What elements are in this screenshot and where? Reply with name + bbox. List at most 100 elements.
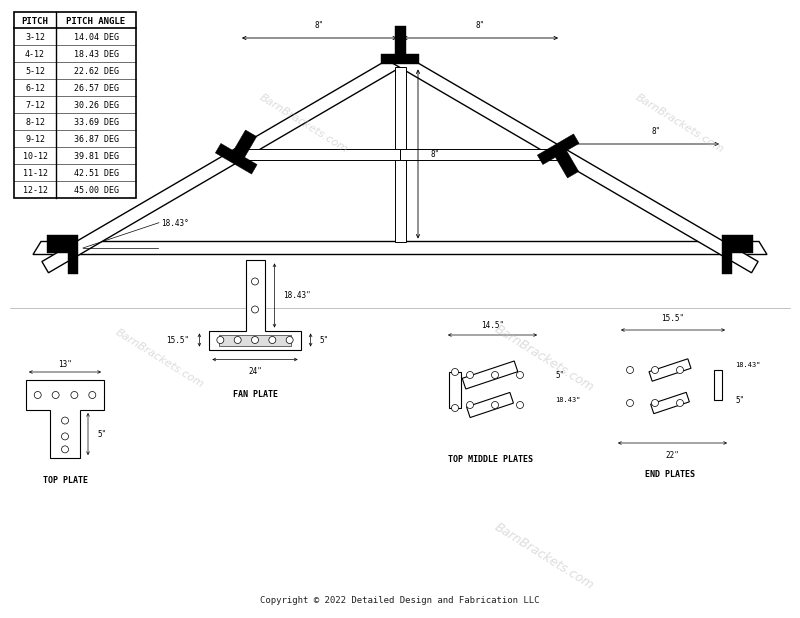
Polygon shape bbox=[400, 148, 561, 159]
Text: 8-12: 8-12 bbox=[25, 118, 45, 127]
Polygon shape bbox=[538, 134, 579, 178]
Circle shape bbox=[234, 336, 241, 344]
Circle shape bbox=[34, 391, 42, 399]
Circle shape bbox=[491, 371, 498, 378]
Text: 13": 13" bbox=[58, 360, 72, 368]
Circle shape bbox=[269, 336, 276, 344]
Text: 26.57 DEG: 26.57 DEG bbox=[74, 84, 118, 93]
Text: BarnBrackets.com: BarnBrackets.com bbox=[492, 323, 596, 394]
Text: 39.81 DEG: 39.81 DEG bbox=[74, 152, 118, 161]
Text: 18.43": 18.43" bbox=[282, 291, 310, 300]
Text: 8": 8" bbox=[315, 21, 324, 30]
Text: 4-12: 4-12 bbox=[25, 50, 45, 59]
Circle shape bbox=[251, 306, 258, 313]
Circle shape bbox=[217, 336, 224, 344]
Text: 30.26 DEG: 30.26 DEG bbox=[74, 101, 118, 110]
Circle shape bbox=[626, 399, 634, 407]
Circle shape bbox=[286, 336, 293, 344]
Text: 8": 8" bbox=[430, 150, 439, 158]
Circle shape bbox=[62, 446, 69, 453]
Text: 8": 8" bbox=[652, 127, 661, 136]
Circle shape bbox=[251, 278, 258, 285]
Text: 42.51 DEG: 42.51 DEG bbox=[74, 169, 118, 178]
Text: 36.87 DEG: 36.87 DEG bbox=[74, 135, 118, 144]
Polygon shape bbox=[215, 130, 257, 174]
Circle shape bbox=[677, 366, 683, 373]
Text: PITCH: PITCH bbox=[22, 17, 49, 25]
Circle shape bbox=[251, 336, 258, 344]
Polygon shape bbox=[42, 52, 407, 273]
Text: 8": 8" bbox=[476, 21, 485, 30]
Circle shape bbox=[52, 391, 59, 399]
Text: 22": 22" bbox=[666, 451, 679, 460]
Polygon shape bbox=[239, 148, 400, 159]
Circle shape bbox=[451, 405, 458, 412]
Polygon shape bbox=[47, 235, 78, 274]
Text: 5-12: 5-12 bbox=[25, 67, 45, 76]
Bar bbox=[394, 67, 406, 242]
Circle shape bbox=[62, 417, 69, 424]
Text: 33.69 DEG: 33.69 DEG bbox=[74, 118, 118, 127]
Text: 10-12: 10-12 bbox=[22, 152, 47, 161]
Text: 18.43": 18.43" bbox=[735, 362, 761, 368]
Polygon shape bbox=[219, 334, 290, 345]
Circle shape bbox=[466, 402, 474, 408]
Text: BarnBrackets.com: BarnBrackets.com bbox=[258, 92, 350, 155]
Polygon shape bbox=[26, 380, 104, 458]
Text: 6-12: 6-12 bbox=[25, 84, 45, 93]
Circle shape bbox=[517, 402, 523, 408]
Polygon shape bbox=[33, 242, 767, 255]
Text: BarnBrackets.com: BarnBrackets.com bbox=[18, 104, 110, 167]
Text: 5": 5" bbox=[735, 396, 744, 405]
Text: 14.5": 14.5" bbox=[481, 321, 504, 329]
Circle shape bbox=[62, 433, 69, 440]
Text: 15.5": 15.5" bbox=[166, 336, 189, 344]
Circle shape bbox=[651, 366, 658, 373]
Bar bbox=[14, 12, 136, 198]
Text: TOP PLATE: TOP PLATE bbox=[42, 476, 87, 485]
Polygon shape bbox=[722, 235, 753, 274]
Circle shape bbox=[466, 371, 474, 378]
Text: BarnBrackets.com: BarnBrackets.com bbox=[492, 520, 596, 592]
Text: PITCH ANGLE: PITCH ANGLE bbox=[66, 17, 126, 25]
Text: BarnBrackets.com: BarnBrackets.com bbox=[114, 327, 206, 390]
Text: 15.5": 15.5" bbox=[662, 313, 685, 323]
Text: 5": 5" bbox=[98, 430, 106, 439]
Text: 18.43": 18.43" bbox=[555, 397, 581, 403]
Text: FAN PLATE: FAN PLATE bbox=[233, 389, 278, 399]
Text: 5": 5" bbox=[320, 336, 330, 344]
Text: 11-12: 11-12 bbox=[22, 169, 47, 178]
Circle shape bbox=[71, 391, 78, 399]
Bar bbox=[450, 372, 461, 408]
Text: 18.43 DEG: 18.43 DEG bbox=[74, 50, 118, 59]
Circle shape bbox=[89, 391, 96, 399]
Bar bbox=[649, 359, 691, 381]
Circle shape bbox=[451, 368, 458, 376]
Circle shape bbox=[651, 399, 658, 407]
Polygon shape bbox=[210, 260, 301, 350]
Text: 12-12: 12-12 bbox=[22, 186, 47, 195]
Text: TOP MIDDLE PLATES: TOP MIDDLE PLATES bbox=[447, 455, 533, 464]
Text: 22.62 DEG: 22.62 DEG bbox=[74, 67, 118, 76]
Text: 9-12: 9-12 bbox=[25, 135, 45, 144]
Bar bbox=[650, 392, 690, 413]
Text: 14.04 DEG: 14.04 DEG bbox=[74, 33, 118, 42]
Bar bbox=[466, 392, 514, 418]
Bar bbox=[462, 361, 518, 389]
Text: 7-12: 7-12 bbox=[25, 101, 45, 110]
Bar bbox=[714, 370, 722, 400]
Text: BarnBrackets.com: BarnBrackets.com bbox=[634, 92, 726, 155]
Circle shape bbox=[517, 371, 523, 378]
Text: 3-12: 3-12 bbox=[25, 33, 45, 42]
Circle shape bbox=[677, 399, 683, 407]
Circle shape bbox=[626, 366, 634, 373]
Text: 24": 24" bbox=[248, 367, 262, 376]
Polygon shape bbox=[393, 52, 758, 273]
Text: Copyright © 2022 Detailed Design and Fabrication LLC: Copyright © 2022 Detailed Design and Fab… bbox=[260, 596, 540, 605]
Text: 45.00 DEG: 45.00 DEG bbox=[74, 186, 118, 195]
Text: 18.43°: 18.43° bbox=[161, 219, 189, 228]
Text: 5": 5" bbox=[555, 371, 564, 379]
Text: END PLATES: END PLATES bbox=[645, 470, 695, 479]
Circle shape bbox=[491, 402, 498, 408]
Polygon shape bbox=[381, 25, 419, 64]
